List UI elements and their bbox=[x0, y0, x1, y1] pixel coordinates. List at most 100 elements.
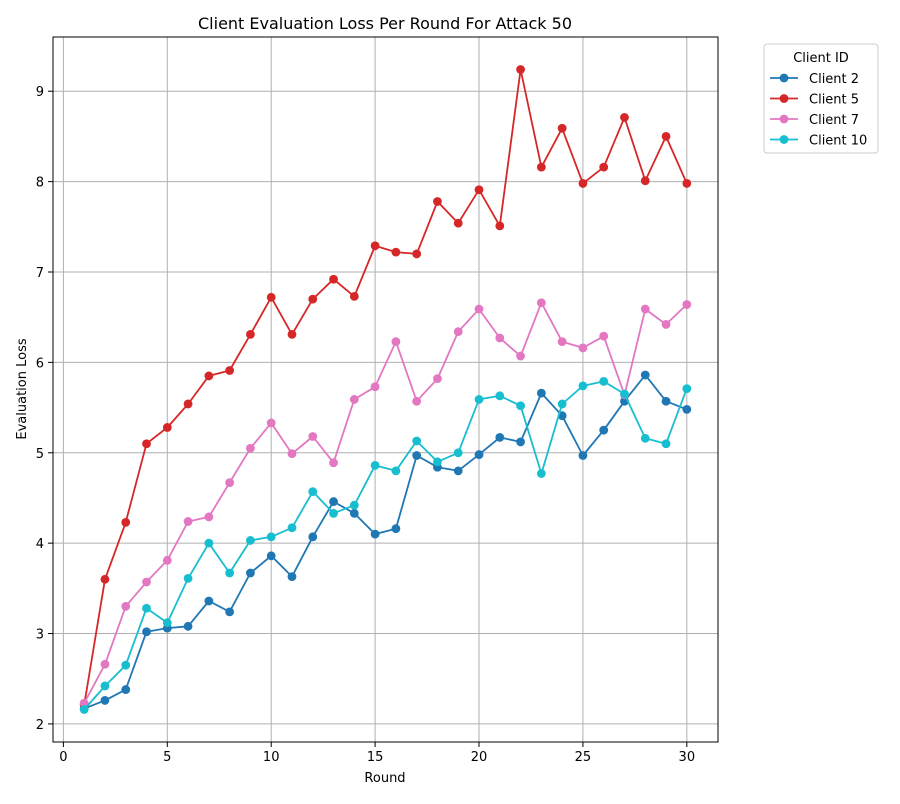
y-tick-label: 3 bbox=[36, 628, 44, 643]
y-tick-label: 9 bbox=[36, 85, 44, 100]
data-point-client-2 bbox=[183, 621, 193, 631]
data-point-client-5 bbox=[121, 517, 131, 527]
data-point-client-2 bbox=[474, 450, 484, 459]
data-point-client-5 bbox=[142, 439, 151, 449]
data-point-client-10 bbox=[640, 433, 650, 443]
data-point-client-2 bbox=[578, 451, 588, 460]
legend-label: Client 2 bbox=[809, 72, 859, 87]
data-point-client-7 bbox=[661, 320, 671, 329]
x-tick-label: 15 bbox=[367, 750, 384, 765]
x-tick-label: 5 bbox=[163, 750, 171, 765]
data-point-client-10 bbox=[121, 660, 131, 670]
data-point-client-10 bbox=[183, 574, 193, 583]
data-point-client-7 bbox=[578, 343, 588, 353]
data-point-client-7 bbox=[412, 396, 422, 406]
data-point-client-2 bbox=[142, 627, 151, 637]
data-point-client-5 bbox=[370, 241, 380, 251]
data-point-client-7 bbox=[599, 331, 609, 341]
data-point-client-2 bbox=[287, 572, 297, 581]
legend-frame bbox=[763, 43, 879, 154]
data-point-client-10 bbox=[266, 532, 276, 542]
series-layer bbox=[79, 65, 692, 714]
data-point-client-2 bbox=[246, 568, 255, 578]
data-point-client-2 bbox=[204, 596, 214, 606]
data-point-client-7 bbox=[287, 449, 297, 459]
data-point-client-2 bbox=[599, 425, 609, 435]
data-point-client-7 bbox=[682, 300, 692, 309]
data-point-client-2 bbox=[640, 370, 650, 380]
data-point-client-10 bbox=[287, 523, 297, 533]
data-point-client-5 bbox=[287, 329, 297, 339]
data-point-client-7 bbox=[474, 304, 484, 314]
data-point-client-5 bbox=[620, 113, 629, 122]
data-point-client-5 bbox=[453, 218, 463, 228]
data-point-client-7 bbox=[183, 517, 193, 526]
data-point-client-2 bbox=[349, 508, 359, 518]
y-tick-label: 4 bbox=[36, 537, 44, 552]
data-point-client-10 bbox=[225, 568, 235, 578]
data-point-client-5 bbox=[599, 162, 609, 172]
data-point-client-10 bbox=[599, 376, 609, 386]
data-point-client-2 bbox=[225, 607, 235, 617]
axis-ticks: 0 5 10 15 20 25 30 2 3 4 5 6 7 8 9 bbox=[36, 85, 695, 765]
data-point-client-5 bbox=[162, 423, 172, 432]
legend-entry-client-10: Client 10 bbox=[770, 134, 867, 149]
data-point-client-10 bbox=[682, 384, 692, 393]
y-tick-label: 2 bbox=[36, 718, 44, 733]
data-point-client-7 bbox=[204, 512, 214, 522]
data-point-client-7 bbox=[557, 337, 567, 346]
data-point-client-10 bbox=[495, 391, 505, 401]
data-point-client-5 bbox=[412, 249, 422, 259]
legend-marker bbox=[779, 73, 789, 83]
data-point-client-10 bbox=[329, 508, 338, 518]
data-point-client-5 bbox=[308, 294, 318, 304]
y-tick-label: 7 bbox=[36, 266, 44, 281]
data-point-client-2 bbox=[516, 437, 525, 447]
data-point-client-5 bbox=[391, 247, 401, 257]
legend-label: Client 10 bbox=[809, 134, 867, 149]
data-point-client-5 bbox=[661, 132, 671, 141]
data-point-client-7 bbox=[142, 577, 151, 587]
data-point-client-5 bbox=[349, 292, 359, 301]
data-point-client-5 bbox=[329, 274, 338, 284]
series-client-7 bbox=[79, 298, 692, 708]
data-point-client-5 bbox=[557, 123, 567, 133]
data-point-client-10 bbox=[412, 436, 422, 446]
series-client-10 bbox=[79, 376, 692, 714]
series-line-client-2 bbox=[83, 374, 688, 710]
y-tick-label: 6 bbox=[36, 356, 44, 371]
data-point-client-10 bbox=[79, 705, 89, 714]
data-point-client-7 bbox=[329, 458, 338, 468]
data-point-client-10 bbox=[349, 500, 359, 510]
data-point-client-2 bbox=[682, 404, 692, 414]
chart-title: Client Evaluation Loss Per Round For Att… bbox=[198, 14, 572, 33]
y-tick-label: 5 bbox=[36, 447, 44, 462]
data-point-client-7 bbox=[391, 337, 401, 346]
data-point-client-5 bbox=[183, 399, 193, 409]
data-point-client-10 bbox=[370, 461, 380, 470]
data-point-client-5 bbox=[682, 179, 692, 188]
data-point-client-10 bbox=[620, 389, 629, 399]
data-point-client-7 bbox=[640, 304, 650, 314]
data-point-client-2 bbox=[495, 433, 505, 442]
legend-entry-client-5: Client 5 bbox=[770, 93, 859, 108]
data-point-client-5 bbox=[225, 366, 235, 375]
data-point-client-7 bbox=[516, 351, 525, 361]
data-point-client-5 bbox=[474, 185, 484, 195]
legend-label: Client 5 bbox=[809, 93, 859, 108]
data-point-client-10 bbox=[142, 603, 151, 613]
x-tick-label: 0 bbox=[59, 750, 67, 765]
data-point-client-5 bbox=[246, 329, 255, 339]
data-point-client-2 bbox=[329, 497, 338, 506]
legend-marker bbox=[779, 114, 789, 124]
data-point-client-2 bbox=[308, 532, 318, 542]
data-point-client-10 bbox=[453, 448, 463, 458]
data-point-client-2 bbox=[412, 451, 422, 460]
data-point-client-2 bbox=[453, 466, 463, 476]
data-point-client-5 bbox=[536, 162, 546, 172]
data-point-client-2 bbox=[121, 685, 131, 694]
data-point-client-7 bbox=[225, 478, 235, 487]
data-point-client-10 bbox=[100, 681, 110, 691]
